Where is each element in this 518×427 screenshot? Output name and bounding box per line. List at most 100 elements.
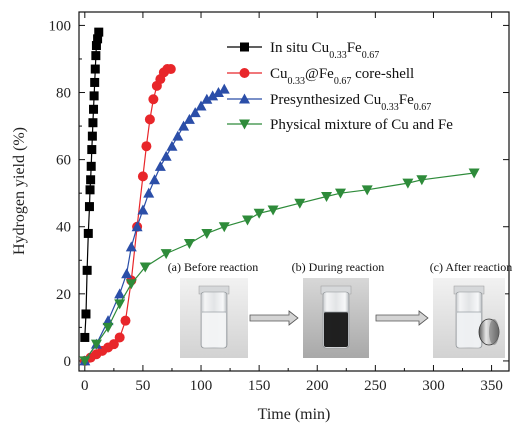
data-point-square	[89, 91, 99, 101]
data-point-triangle-up	[178, 120, 190, 131]
data-point-triangle-up	[218, 83, 230, 94]
legend-text-part: 0.67	[362, 50, 380, 61]
inset-photo: (a) Before reaction	[168, 260, 259, 358]
data-point-triangle-down	[90, 339, 102, 350]
inset-photo: (c) After reaction	[430, 260, 513, 358]
data-point-square	[89, 104, 99, 114]
x-tick-label: 200	[306, 378, 329, 394]
data-point-triangle-down	[416, 175, 428, 186]
data-point-triangle-down	[267, 205, 279, 216]
series-line	[84, 31, 100, 338]
data-point-circle	[114, 332, 125, 343]
data-point-square	[86, 161, 96, 171]
data-point-square	[86, 175, 96, 185]
vial-liquid	[457, 312, 481, 347]
data-point-triangle-down	[242, 215, 254, 226]
inset-photos: (a) Before reaction (b) During reaction (c…	[168, 260, 513, 358]
data-point-triangle-down	[294, 198, 306, 209]
legend-text-part: Cu	[270, 66, 288, 82]
legend-label: Physical mixture of Cu and Fe	[270, 117, 453, 133]
data-point-triangle-up	[114, 288, 126, 299]
data-point-triangle-up	[137, 204, 149, 215]
data-point-triangle-down	[139, 262, 151, 273]
series-2	[79, 83, 230, 366]
legend-entry: Physical mixture of Cu and Fe	[227, 117, 453, 133]
legend-entry: Presynthesized Cu0.33Fe0.67	[227, 92, 431, 113]
legend-text-part: Presynthesized Cu	[270, 92, 382, 108]
data-point-triangle-down	[79, 356, 91, 367]
data-point-square	[87, 131, 97, 141]
data-point-square	[91, 41, 101, 51]
data-point-triangle-down	[201, 228, 213, 239]
data-point-triangle-down	[321, 192, 333, 203]
data-point-square	[84, 202, 94, 212]
data-point-square	[94, 27, 104, 37]
data-point-triangle-up	[154, 160, 166, 171]
legend-entry: In situ Cu0.33Fe0.67	[227, 40, 379, 61]
photo-caption: (b) During reaction	[292, 260, 385, 274]
data-point-square	[81, 309, 91, 319]
data-point-triangle-up	[160, 150, 172, 161]
legend-text-part: 0.67	[414, 102, 432, 113]
legend-text-part: Physical mixture of Cu and Fe	[270, 117, 453, 133]
x-tick-label: 250	[364, 378, 387, 394]
data-point-circle	[144, 114, 155, 125]
photo-caption: (a) Before reaction	[168, 260, 259, 274]
x-tick-label: 350	[480, 378, 503, 394]
series-1	[79, 64, 176, 366]
data-point-square	[90, 64, 100, 74]
y-tick-label: 80	[56, 86, 71, 102]
photo-caption: (c) After reaction	[430, 260, 513, 274]
vial-liquid	[202, 312, 226, 347]
data-point-square	[240, 42, 249, 52]
legend-label: In situ Cu0.33Fe0.67	[270, 40, 379, 61]
data-point-triangle-up	[239, 93, 250, 104]
data-point-triangle-down	[334, 188, 346, 199]
legend-text-part: 0.33	[288, 76, 306, 87]
legend-text-part: 0.33	[329, 50, 347, 61]
axes-layer: 0 50 100 150 200 250 300 350 0 20 40 60 80 100	[49, 12, 509, 394]
legend-text-part: Fe	[347, 40, 362, 56]
magnet-face	[489, 319, 499, 345]
data-point-triangle-down	[218, 222, 230, 233]
data-point-triangle-up	[125, 241, 137, 252]
legend-label: Presynthesized Cu0.33Fe0.67	[270, 92, 431, 113]
legend-text-part: Fe	[399, 92, 414, 108]
y-tick-label: 40	[56, 220, 71, 236]
data-point-triangle-up	[207, 90, 219, 101]
data-point-triangle-up	[149, 174, 161, 185]
data-point-circle	[137, 171, 148, 182]
arrow-right-icon	[375, 310, 429, 326]
y-tick-label: 0	[64, 354, 72, 370]
series-layer	[79, 27, 480, 367]
data-point-circle	[148, 94, 159, 105]
data-point-circle	[239, 68, 250, 78]
y-tick-label: 100	[49, 18, 72, 34]
data-point-triangle-up	[183, 113, 195, 124]
data-point-circle	[165, 64, 176, 75]
inset-photo: (b) During reaction	[292, 260, 385, 358]
data-point-square	[80, 332, 90, 342]
data-point-triangle-up	[121, 268, 133, 279]
legend-entry: Cu0.33@Fe0.67 core-shell	[227, 66, 414, 87]
y-tick-label: 60	[56, 153, 71, 169]
data-point-triangle-down	[160, 249, 172, 260]
data-point-triangle-up	[143, 187, 155, 198]
legend-text-part: core-shell	[351, 66, 414, 82]
legend-text-part: @Fe	[305, 66, 334, 82]
x-axis-label: Time (min)	[258, 406, 331, 423]
y-tick-label: 20	[56, 287, 71, 303]
x-tick-label: 0	[81, 378, 89, 394]
legend-text-part: In situ Cu	[270, 40, 330, 56]
data-point-triangle-down	[253, 208, 265, 219]
x-tick-label: 50	[135, 378, 150, 394]
data-point-triangle-down	[114, 299, 126, 310]
data-point-circle	[120, 315, 131, 326]
x-tick-label: 100	[190, 378, 213, 394]
data-point-square	[90, 77, 100, 87]
y-axis-label: Hydrogen yield (%)	[11, 127, 28, 255]
data-point-circle	[108, 339, 119, 350]
data-point-triangle-up	[212, 87, 224, 98]
data-point-triangle-up	[189, 107, 201, 118]
data-point-triangle-down	[183, 239, 195, 250]
